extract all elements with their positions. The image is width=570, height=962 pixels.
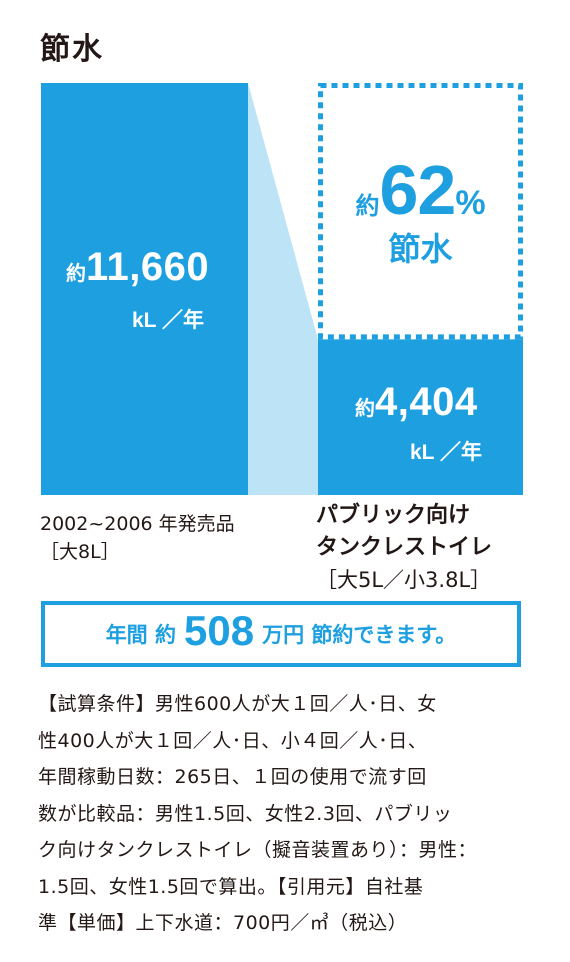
bar-tankless-toilet [318,339,523,495]
category-label-old-line1: 2002~2006 年発売品 [40,513,235,535]
bar-unit-label-old: kL ／年 [132,309,204,332]
note-line: ク向けタンクレストイレ（擬音装置あり）：男性： [38,839,478,861]
note-line: 数が比較品：男性1.5回、女性2.3回、パブリッ [38,802,453,825]
saving-prefix: 約 [355,192,380,220]
banner-text-before: 年間 約 [105,623,176,647]
bar-value-label-old: 約11,660 [66,245,210,289]
note-line: 性400人が大１回／人･日、小４回／人･日、 [38,729,428,752]
page-title: 節水 [40,32,104,67]
annual-saving-banner: 年間 約 508 万円 節約できます。 [41,601,521,667]
category-label-old: 2002~2006 年発売品 ［大8L］ [40,510,235,566]
saving-label: 節水 [388,230,453,268]
note-line: 準【単価】上下水道：700円／㎥（税込） [38,912,408,934]
category-label-old-line2: ［大8L］ [40,541,120,563]
bar-value-label-new: 約4,404 [355,380,478,424]
bar-unit-label-new: kL ／年 [410,441,482,464]
category-label-new-line3: ［大5L／小3.8L］ [316,568,492,592]
saving-annotation: 約62% 節水 [318,150,523,270]
note-line: 【試算条件】男性600人が大１回／人･日、女 [38,693,437,715]
bar-connector [248,83,318,495]
water-saving-chart [41,83,523,495]
calculation-notes: 【試算条件】男性600人が大１回／人･日、女 性400人が大１回／人･日、小４回／… [38,686,528,942]
saving-outline [318,83,523,340]
saving-percent-sign: % [455,184,486,222]
note-line: 1.5回、女性1.5回で算出。【引用元】自社基 [38,875,424,898]
banner-number: 508 [184,607,255,654]
saving-percent: 62 [379,151,456,229]
category-label-new-line1: パブリック向け [316,503,471,528]
category-label-new: パブリック向け タンクレストイレ ［大5L／小3.8L］ [316,500,492,596]
bar-old-model [41,83,248,495]
category-label-new-line2: タンクレストイレ [316,535,493,560]
banner-text-after: 万円 節約できます。 [262,623,457,647]
note-line: 年間稼動日数：265日、１回の使用で流す回 [38,766,427,788]
